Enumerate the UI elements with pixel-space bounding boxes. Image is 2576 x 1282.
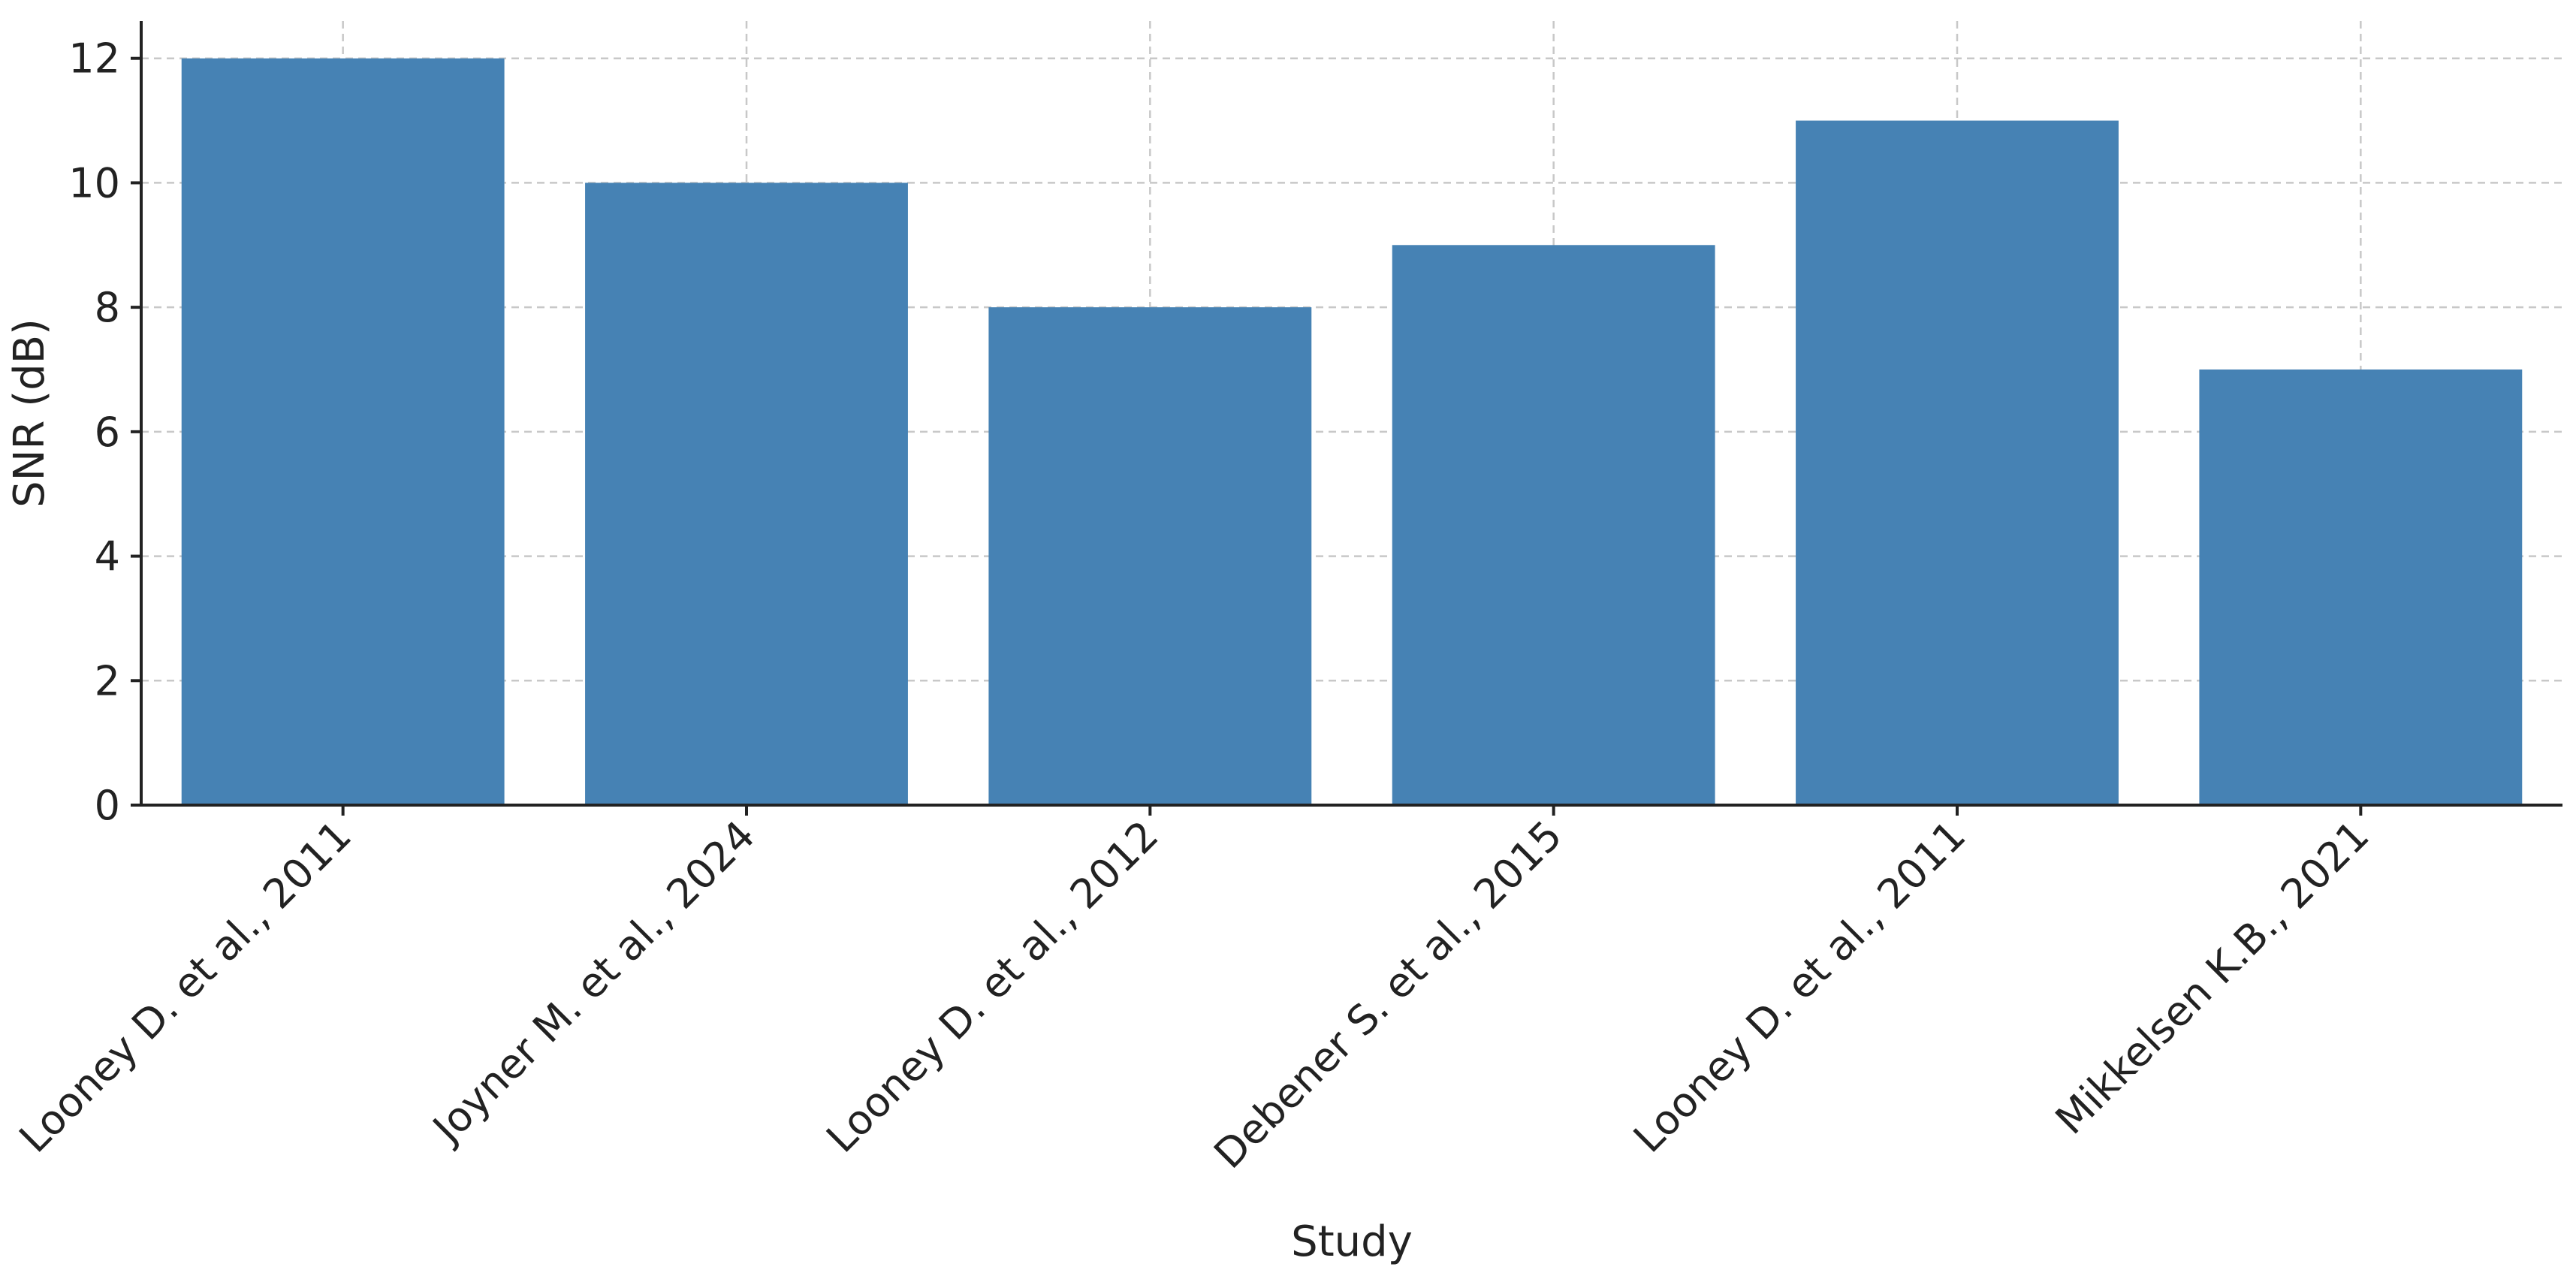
bar (585, 182, 908, 805)
y-tick-label: 10 (68, 159, 120, 207)
x-tick-label: Looney D. et al., 2011 (1624, 812, 1974, 1162)
axes (140, 21, 2562, 807)
bar (2199, 370, 2523, 805)
y-tick-label: 4 (95, 533, 120, 581)
x-ticks: Looney D. et al., 2011 Joyner M. et al., … (11, 805, 2378, 1178)
y-tick-label: 8 (95, 284, 120, 331)
x-tick-label: Looney D. et al., 2012 (817, 812, 1167, 1162)
y-tick-label: 2 (95, 657, 120, 704)
x-axis-title: Study (1291, 1217, 1413, 1266)
bars (181, 58, 2523, 806)
x-tick-label: Mikkelsen K.B., 2021 (2047, 812, 2378, 1144)
x-tick-label: Debener S. et al., 2015 (1205, 812, 1570, 1178)
bar (1796, 120, 2119, 806)
bar (988, 307, 1312, 806)
y-tick-label: 0 (95, 782, 120, 829)
y-tick-label: 12 (68, 35, 120, 83)
y-axis-title: SNR (dB) (5, 318, 54, 508)
y-ticks: 0 2 4 6 8 10 12 (68, 35, 141, 829)
x-tick-label: Joyner M. et al., 2024 (422, 812, 764, 1154)
x-tick-label: Looney D. et al., 2011 (11, 812, 360, 1162)
bar (181, 58, 505, 805)
bar (1392, 245, 1715, 805)
y-tick-label: 6 (95, 409, 120, 456)
